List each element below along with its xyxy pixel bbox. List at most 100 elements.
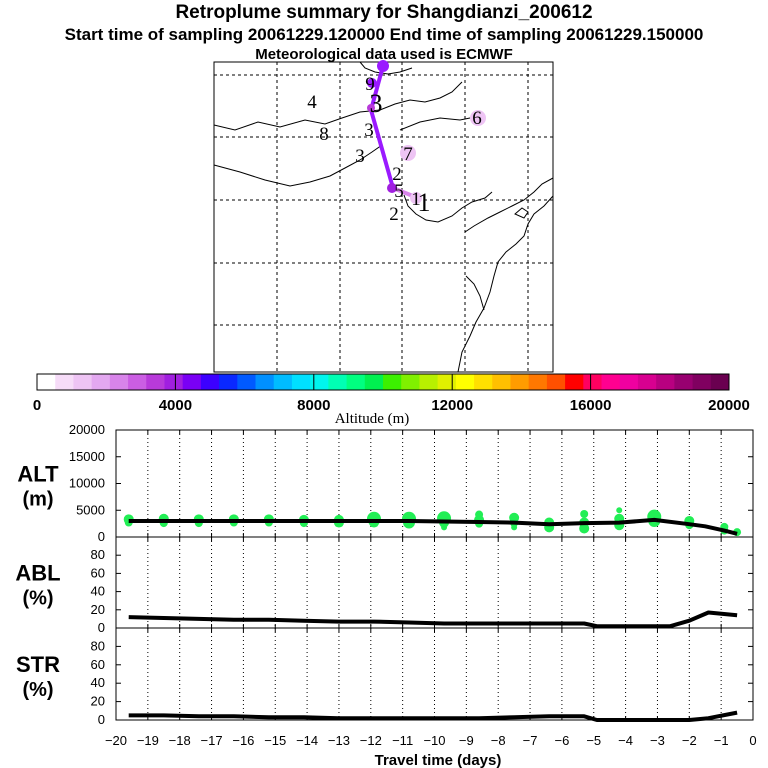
y-tick-label: 0 (98, 712, 105, 727)
x-tick-label: −10 (423, 733, 445, 748)
x-tick-label: −12 (360, 733, 382, 748)
x-tick-label: −17 (201, 733, 223, 748)
colorbar-swatch (455, 374, 475, 390)
map-label: 3 (355, 146, 365, 167)
colorbar-swatch (619, 374, 639, 390)
y-tick-label: 20 (91, 602, 105, 617)
panel-unit: (%) (22, 588, 53, 610)
colorbar-swatch (164, 374, 184, 390)
colorbar-swatch (419, 374, 439, 390)
colorbar-swatch (37, 374, 56, 390)
map-label: 3 (370, 89, 383, 118)
colorbar-swatch (364, 374, 384, 390)
panel-abl: 0 20 40 60 80 ABL(%) (15, 536, 754, 635)
colorbar-frame (36, 373, 730, 391)
map-label: 8 (319, 124, 329, 145)
colorbar-swatch (328, 374, 348, 390)
x-axis-label: Travel time (days) (375, 752, 502, 768)
colorbar-swatch (383, 374, 402, 390)
panel-alt: 0 5000 10000 15000 20000 ALT(m) (17, 422, 754, 544)
panel-label: ABL (15, 561, 60, 586)
trajectory-point (387, 183, 397, 193)
colorbar-swatch (474, 374, 493, 390)
colorbar-swatch (273, 374, 293, 390)
map-coastlines (213, 61, 554, 373)
colorbar-swatch (546, 374, 566, 390)
colorbar-swatch (237, 374, 257, 390)
y-tick-label: 20 (91, 694, 105, 709)
x-tick-label: −4 (618, 733, 633, 748)
colorbar-swatch (73, 374, 93, 390)
y-tick-label: 60 (91, 657, 105, 672)
map-gridlines (214, 62, 553, 372)
x-tick-label: −5 (586, 733, 601, 748)
x-tick-label: −7 (523, 733, 538, 748)
colorbar-swatch (565, 374, 584, 390)
colorbar-swatch (692, 374, 712, 390)
trajectory-segment (369, 65, 385, 111)
trajectory (367, 60, 486, 204)
x-tick-label: −9 (459, 733, 474, 748)
colorbar-tick-label: 16000 (570, 397, 612, 414)
colorbar-swatch (637, 374, 657, 390)
y-tick-label: 10000 (69, 476, 105, 491)
colorbar-swatch (674, 374, 694, 390)
colorbar-swatch (219, 374, 238, 390)
x-tick-label: 0 (749, 733, 756, 748)
colorbar-swatch (401, 374, 420, 390)
colorbar-swatch (146, 374, 165, 390)
series-line (128, 610, 738, 629)
colorbar-swatch (55, 374, 74, 390)
panel-frame (115, 536, 754, 629)
map-label: 6 (472, 108, 482, 129)
colorbar-tick-label: 0 (33, 397, 41, 414)
panel-str: 0 20 40 60 80 STR(%) (16, 627, 754, 727)
series-line (128, 710, 738, 722)
y-tick-label: 0 (98, 529, 105, 544)
panel-unit: (m) (22, 489, 53, 511)
colorbar-swatch (583, 374, 603, 390)
map-label: 4 (307, 92, 317, 113)
colorbar-swatch (200, 374, 220, 390)
x-tick-label: −20 (105, 733, 127, 748)
x-tick-label: −6 (554, 733, 569, 748)
map-label: 1 (418, 188, 431, 217)
colorbar-tick-label: 12000 (431, 397, 473, 414)
scatter-point (441, 524, 448, 531)
colorbar-swatch (255, 374, 275, 390)
trajectory-point (367, 104, 375, 112)
map-label: 2 (389, 204, 399, 225)
map-label: 7 (403, 144, 413, 165)
trajectory-point (470, 110, 486, 126)
x-tick-label: −14 (296, 733, 318, 748)
map-label: 5 (394, 181, 404, 202)
trajectory-segment (369, 109, 395, 189)
trajectory-point (410, 192, 422, 204)
scatter-point (580, 509, 589, 518)
trajectory-point (367, 78, 377, 88)
panel-label: STR (16, 652, 60, 677)
x-tick-label: −11 (392, 733, 413, 748)
x-tick-label: −19 (137, 733, 159, 748)
y-tick-label: 80 (91, 547, 105, 562)
y-tick-label: 20000 (69, 422, 105, 437)
colorbar (36, 373, 730, 391)
y-tick-label: 40 (91, 584, 105, 599)
trajectory-point (400, 145, 416, 161)
scatter-point (579, 523, 590, 534)
colorbar-tick-label: 8000 (297, 397, 330, 414)
map-point-labels: 4 8 3 3 3 9 6 7 2 5 2 1 1 (307, 74, 482, 225)
panel-unit: (%) (22, 679, 53, 701)
x-tick-label: −15 (264, 733, 286, 748)
x-tick-label: −2 (682, 733, 697, 748)
x-tick-label: −16 (232, 733, 254, 748)
colorbar-swatch (656, 374, 675, 390)
y-tick-label: 15000 (69, 449, 105, 464)
met-data-note: Meteorological data used is ECMWF (255, 46, 513, 63)
colorbar-swatch (437, 374, 457, 390)
y-tick-label: 0 (98, 620, 105, 635)
map-label: 9 (365, 74, 375, 95)
colorbar-swatch (492, 374, 511, 390)
y-tick-label: 5000 (76, 502, 105, 517)
